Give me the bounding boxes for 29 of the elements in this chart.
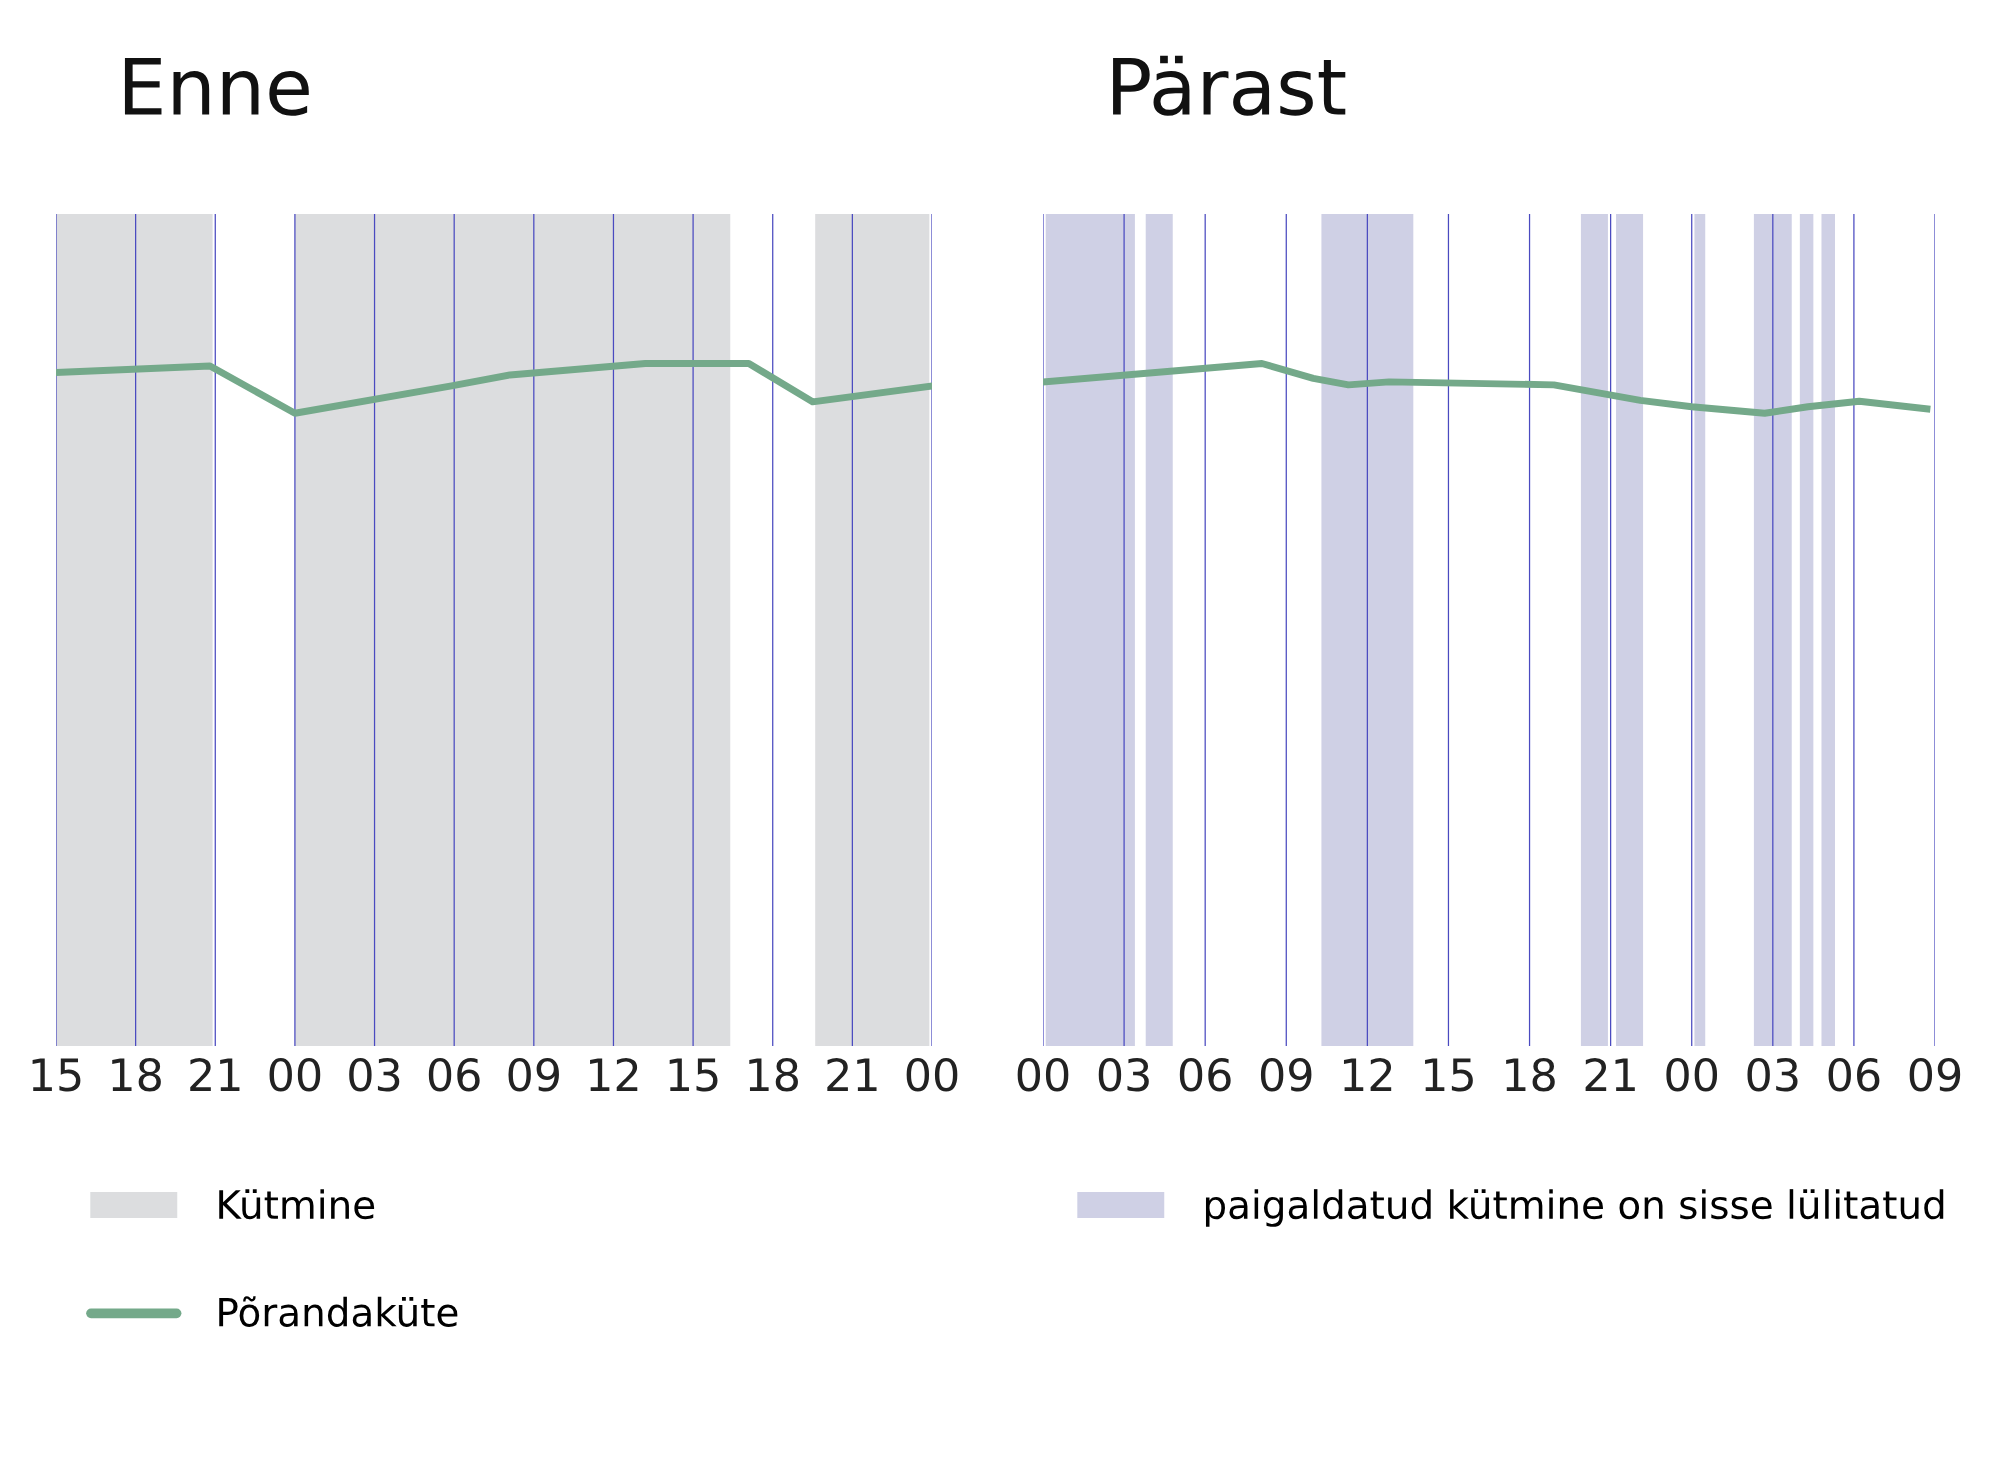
x-tick-label: 00 xyxy=(1017,1057,1069,1092)
x-tick-label: 03 xyxy=(1747,1057,1798,1092)
x-tick-label: 18 xyxy=(112,1057,161,1092)
x-tick-label: 09 xyxy=(1909,1057,1961,1092)
legend-label: Põrandaküte xyxy=(219,1296,458,1327)
x-tick-label: 18 xyxy=(749,1057,798,1092)
x-tick-label: 21 xyxy=(190,1057,240,1091)
x-tick-label: 21 xyxy=(1585,1057,1635,1091)
x-tick-label: 18 xyxy=(1506,1057,1555,1092)
x-tick-label: 06 xyxy=(1179,1057,1231,1092)
x-tick-label: 06 xyxy=(428,1057,480,1092)
x-tick-label: 15 xyxy=(1425,1058,1473,1092)
x-tick-label: 03 xyxy=(349,1057,400,1092)
x-tick-label: 00 xyxy=(269,1057,321,1092)
x-tick-label: 03 xyxy=(1098,1057,1149,1092)
chart-title: Enne xyxy=(124,57,309,116)
x-tick-label: 21 xyxy=(827,1057,877,1091)
x-tick-label: 09 xyxy=(508,1057,559,1092)
x-tick-label: 09 xyxy=(1260,1057,1312,1092)
x-tick-label: 12 xyxy=(590,1057,638,1091)
x-tick-label: 06 xyxy=(1828,1057,1880,1092)
x-tick-label: 00 xyxy=(906,1057,958,1092)
legend-label: Kütmine xyxy=(219,1189,375,1220)
x-tick-label: 15 xyxy=(32,1058,81,1092)
x-tick-label: 12 xyxy=(1343,1057,1392,1091)
x-tick-label: 15 xyxy=(669,1058,718,1092)
chart-title: Pärast xyxy=(1113,55,1346,116)
x-tick-label: 00 xyxy=(1666,1057,1718,1092)
legend-label: paigaldatud kütmine on sisse lülitatud xyxy=(1205,1189,1944,1227)
